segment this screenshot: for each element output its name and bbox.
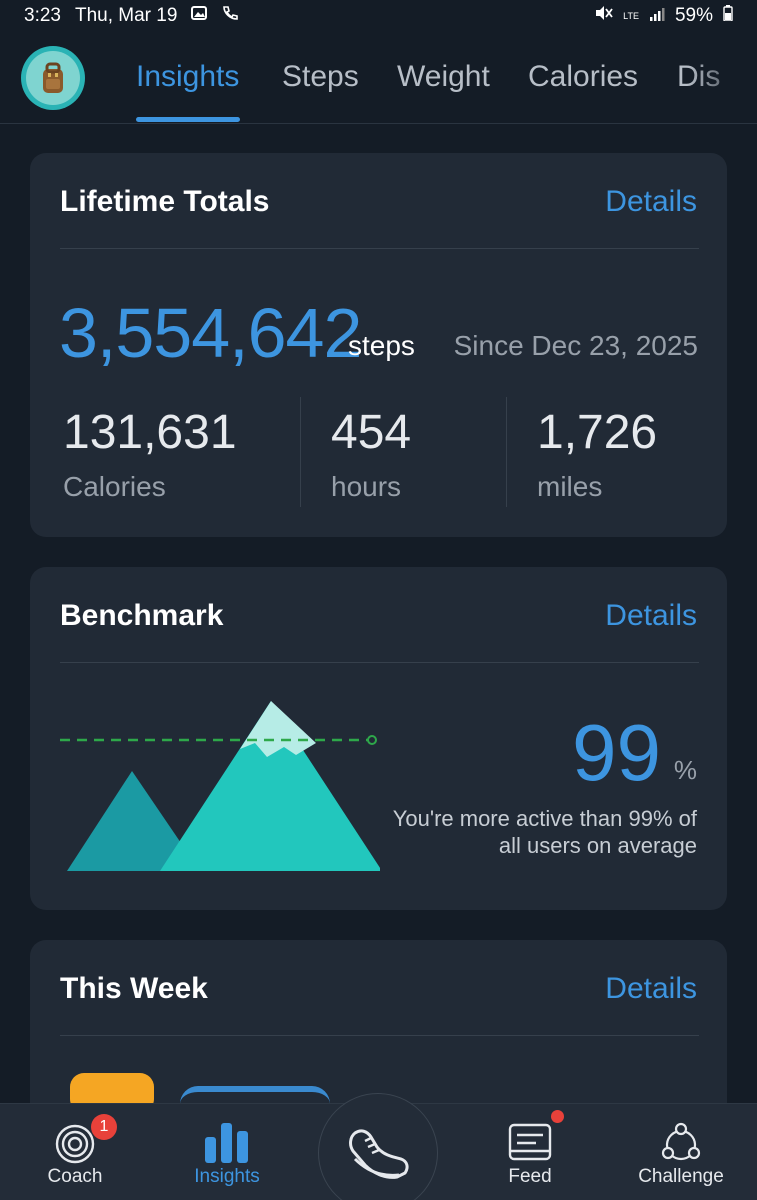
tab-steps[interactable]: Steps [282,60,359,93]
this-week-card: This Week Details [30,940,727,1103]
bar-chart-icon [204,1120,250,1164]
miles-value: 1,726 [537,406,658,459]
percent-sign: % [673,755,697,785]
mountains-illustration [60,701,380,871]
challenge-icon [659,1120,703,1164]
battery-level: 59% [674,5,713,26]
nav-insights[interactable]: Insights [152,1104,302,1200]
signal-icon [649,5,665,27]
miles-label: miles [537,471,603,502]
status-date: Thu, Mar 19 [74,5,178,26]
week-progress-icon [70,1073,154,1103]
nav-insights-label: Insights [194,1166,260,1187]
shoe-icon [349,1129,409,1179]
coach-notification-badge: 1 [91,1114,117,1140]
benchmark-details-link[interactable]: Details [605,599,697,632]
this-week-details-link[interactable]: Details [605,972,697,1005]
backpack-avatar-icon [43,62,63,93]
benchmark-card: Benchmark Details 99 % You're more activ… [30,567,727,910]
nav-coach-label: Coach [47,1166,103,1187]
calories-label: Calories [63,471,166,502]
lifetime-totals-card: Lifetime Totals Details 3,554,642 steps … [30,153,727,537]
tabs-fade [687,32,757,122]
coach-icon: 1 [53,1114,117,1164]
benchmark-title: Benchmark [60,599,224,632]
record-activity-button[interactable] [318,1093,438,1200]
benchmark-description: You're more active than 99% of all users… [392,806,697,858]
gallery-notification-icon [191,5,208,27]
hours-value: 454 [331,406,412,459]
this-week-title: This Week [60,972,208,1005]
active-tab-indicator [136,117,240,122]
tab-weight[interactable]: Weight [397,60,490,93]
week-steps-value-partial [180,1086,330,1103]
feed-icon [508,1110,564,1164]
profile-avatar[interactable] [21,46,85,110]
divider [60,662,699,663]
wifi-call-icon [221,5,239,27]
stat-separator [300,397,301,507]
tab-insights[interactable]: Insights [136,60,240,93]
battery-icon [723,5,733,27]
benchmark-percentile-value: 99 [572,708,661,797]
divider [60,1035,699,1036]
divider [60,248,699,249]
top-tabs-bar: Insights Steps Weight Calories Dis [0,32,757,124]
lifetime-totals-title: Lifetime Totals [60,185,270,218]
hours-label: hours [331,471,402,502]
tab-calories[interactable]: Calories [528,60,639,93]
network-type: LTE [623,10,639,21]
feed-notification-dot [551,1110,564,1123]
nav-feed[interactable]: Feed [455,1104,605,1200]
lifetime-steps-value: 3,554,642 [59,294,362,372]
nav-coach[interactable]: 1 Coach [0,1104,150,1200]
since-date: Since Dec 23, 2025 [453,330,698,361]
mute-icon [595,5,613,27]
nav-feed-label: Feed [508,1166,552,1187]
nav-challenge[interactable]: Challenge [606,1104,756,1200]
status-time: 3:23 [24,5,61,26]
status-bar: 3:23 Thu, Mar 19 LTE 59% [0,0,757,32]
stat-separator [506,397,507,507]
calories-value: 131,631 [63,406,237,459]
lifetime-details-link[interactable]: Details [605,185,697,218]
steps-unit-label: steps [348,330,415,361]
nav-challenge-label: Challenge [638,1166,724,1187]
